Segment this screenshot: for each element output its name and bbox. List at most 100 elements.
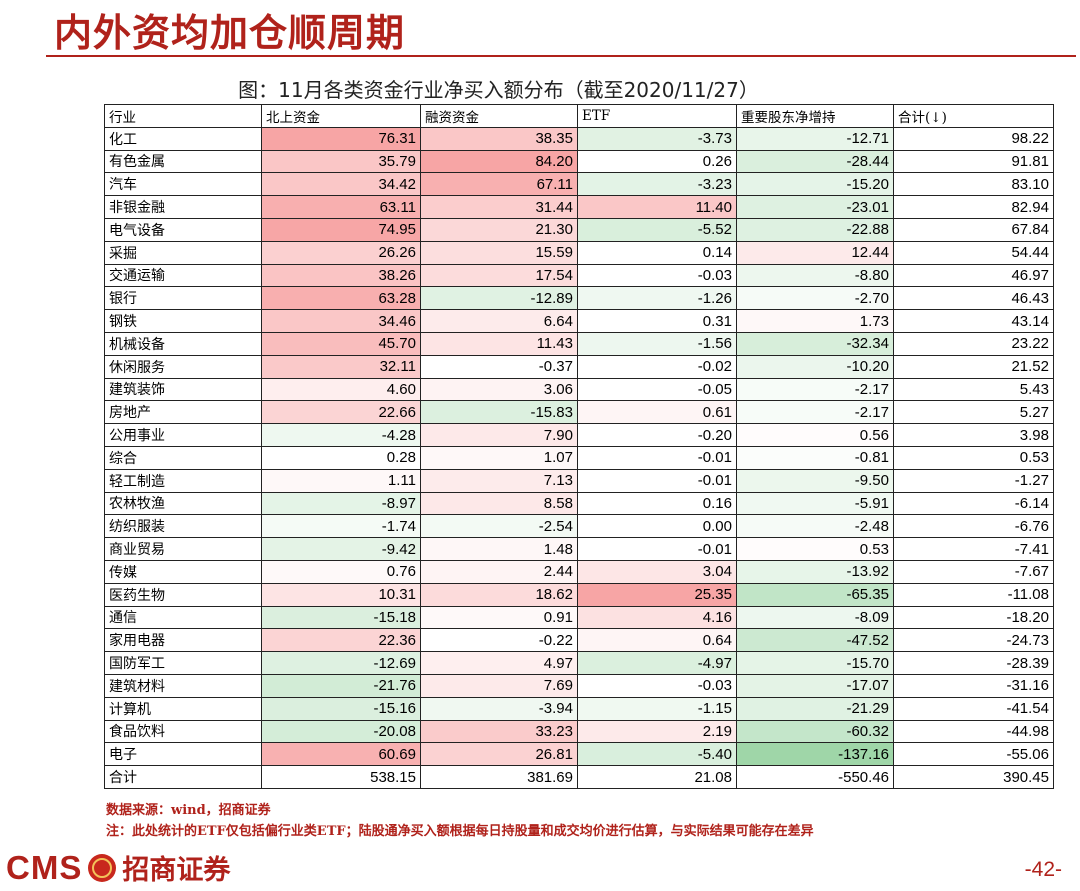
northbound-value-cell: -12.69 bbox=[261, 651, 421, 675]
margin-value-cell: -2.54 bbox=[420, 514, 578, 539]
table-row: 机械设备 45.70 11.43 -1.56 -32.34 23.22 bbox=[104, 331, 1054, 356]
margin-value-cell: 7.69 bbox=[420, 673, 578, 698]
table-row: 医药生物 10.31 18.62 25.35 -65.35 -11.08 bbox=[104, 582, 1054, 607]
northbound-value-cell: -15.16 bbox=[261, 696, 421, 721]
page-number: -42- bbox=[1024, 858, 1062, 881]
etf-value-cell: -0.01 bbox=[577, 468, 737, 493]
margin-value-cell: 6.64 bbox=[420, 309, 578, 333]
table-row: 房地产 22.66 -15.83 0.61 -2.17 5.27 bbox=[104, 400, 1054, 425]
industry-name-cell: 农林牧渔 bbox=[104, 491, 262, 516]
table-row: 商业贸易 -9.42 1.48 -0.01 0.53 -7.41 bbox=[104, 537, 1054, 561]
table-header-row: 行业 北上资金 融资资金 ETF 重要股东净增持 合计(↓) bbox=[104, 104, 1054, 128]
northbound-value-cell: 34.46 bbox=[261, 309, 421, 333]
industry-name-cell: 传媒 bbox=[104, 559, 262, 584]
etf-value-cell: -5.52 bbox=[577, 217, 737, 242]
shareholder-value-cell: -17.07 bbox=[736, 673, 894, 698]
total-value-cell: 83.10 bbox=[893, 172, 1054, 197]
table-row: 建筑材料 -21.76 7.69 -0.03 -17.07 -31.16 bbox=[104, 673, 1054, 698]
total-value-cell: 21.52 bbox=[893, 354, 1054, 379]
industry-name-cell: 电子 bbox=[104, 742, 262, 767]
etf-value-cell: -0.01 bbox=[577, 537, 737, 561]
northbound-value-cell: 0.28 bbox=[261, 445, 421, 470]
northbound-value-cell: -21.76 bbox=[261, 673, 421, 698]
northbound-value-cell: 22.66 bbox=[261, 400, 421, 425]
shareholder-value-cell: -0.81 bbox=[736, 445, 894, 470]
table-row: 电气设备 74.95 21.30 -5.52 -22.88 67.84 bbox=[104, 217, 1054, 242]
col-header-margin: 融资资金 bbox=[420, 104, 578, 128]
northbound-value-cell: -8.97 bbox=[261, 491, 421, 516]
shareholder-value-cell: -12.71 bbox=[736, 126, 894, 151]
title-divider bbox=[46, 55, 1076, 57]
etf-value-cell: -5.40 bbox=[577, 742, 737, 767]
table-row: 国防军工 -12.69 4.97 -4.97 -15.70 -28.39 bbox=[104, 651, 1054, 675]
table-row: 汽车 34.42 67.11 -3.23 -15.20 83.10 bbox=[104, 172, 1054, 197]
margin-value-cell: 4.97 bbox=[420, 651, 578, 675]
etf-value-cell: 25.35 bbox=[577, 582, 737, 607]
margin-value-cell: 0.91 bbox=[420, 605, 578, 630]
notes-block: 数据来源：wind，招商证券 注：此处统计的ETF仅包括偏行业类ETF；陆股通净… bbox=[106, 800, 814, 842]
table-row: 公用事业 -4.28 7.90 -0.20 0.56 3.98 bbox=[104, 423, 1054, 447]
table-row: 化工 76.31 38.35 -3.73 -12.71 98.22 bbox=[104, 126, 1054, 151]
net-buy-table: 行业 北上资金 融资资金 ETF 重要股东净增持 合计(↓) 化工 76.31 38… bbox=[104, 104, 1054, 789]
shareholder-value-cell: -2.48 bbox=[736, 514, 894, 539]
margin-value-cell: 17.54 bbox=[420, 263, 578, 288]
etf-value-cell: -0.03 bbox=[577, 673, 737, 698]
shareholder-value-cell: 0.56 bbox=[736, 423, 894, 447]
etf-value-cell: -0.20 bbox=[577, 423, 737, 447]
northbound-value-cell: 34.42 bbox=[261, 172, 421, 197]
col-header-etf: ETF bbox=[577, 104, 737, 128]
industry-name-cell: 有色金属 bbox=[104, 149, 262, 174]
brand-chinese-name: 招商证券 bbox=[122, 855, 231, 886]
etf-value-cell: 0.61 bbox=[577, 400, 737, 425]
shareholder-value-cell: -8.80 bbox=[736, 263, 894, 288]
industry-name-cell: 房地产 bbox=[104, 400, 262, 425]
margin-value-cell: -0.37 bbox=[420, 354, 578, 379]
margin-value-cell: 15.59 bbox=[420, 240, 578, 265]
margin-value-cell: 7.90 bbox=[420, 423, 578, 447]
northbound-value-cell: 35.79 bbox=[261, 149, 421, 174]
shareholder-value-cell: -23.01 bbox=[736, 195, 894, 219]
margin-value-cell: -12.89 bbox=[420, 286, 578, 311]
margin-value-cell: -15.83 bbox=[420, 400, 578, 425]
table-row: 电子 60.69 26.81 -5.40 -137.16 -55.06 bbox=[104, 742, 1054, 767]
northbound-value-cell: 4.60 bbox=[261, 377, 421, 402]
total-value-cell: 46.43 bbox=[893, 286, 1054, 311]
industry-name-cell: 非银金融 bbox=[104, 195, 262, 219]
margin-value-cell: 8.58 bbox=[420, 491, 578, 516]
total-value-cell: 390.45 bbox=[893, 765, 1054, 789]
data-source-note: 数据来源：wind，招商证券 bbox=[106, 803, 271, 818]
industry-name-cell: 通信 bbox=[104, 605, 262, 630]
northbound-value-cell: 45.70 bbox=[261, 331, 421, 356]
table-row: 食品饮料 -20.08 33.23 2.19 -60.32 -44.98 bbox=[104, 719, 1054, 744]
industry-name-cell: 机械设备 bbox=[104, 331, 262, 356]
margin-value-cell: 7.13 bbox=[420, 468, 578, 493]
etf-value-cell: -0.02 bbox=[577, 354, 737, 379]
total-value-cell: 82.94 bbox=[893, 195, 1054, 219]
northbound-value-cell: 60.69 bbox=[261, 742, 421, 767]
industry-name-cell: 银行 bbox=[104, 286, 262, 311]
northbound-value-cell: 63.28 bbox=[261, 286, 421, 311]
shareholder-value-cell: -47.52 bbox=[736, 628, 894, 653]
total-value-cell: -7.67 bbox=[893, 559, 1054, 584]
total-value-cell: 23.22 bbox=[893, 331, 1054, 356]
northbound-value-cell: 22.36 bbox=[261, 628, 421, 653]
northbound-value-cell: 26.26 bbox=[261, 240, 421, 265]
etf-value-cell: 21.08 bbox=[577, 765, 737, 789]
etf-value-cell: -4.97 bbox=[577, 651, 737, 675]
northbound-value-cell: 1.11 bbox=[261, 468, 421, 493]
total-value-cell: 0.53 bbox=[893, 445, 1054, 470]
industry-name-cell: 合计 bbox=[104, 765, 262, 789]
etf-value-cell: 3.04 bbox=[577, 559, 737, 584]
northbound-value-cell: -20.08 bbox=[261, 719, 421, 744]
table-row: 农林牧渔 -8.97 8.58 0.16 -5.91 -6.14 bbox=[104, 491, 1054, 516]
margin-value-cell: 26.81 bbox=[420, 742, 578, 767]
shareholder-value-cell: -137.16 bbox=[736, 742, 894, 767]
table-row: 轻工制造 1.11 7.13 -0.01 -9.50 -1.27 bbox=[104, 468, 1054, 493]
margin-value-cell: 33.23 bbox=[420, 719, 578, 744]
industry-name-cell: 化工 bbox=[104, 126, 262, 151]
table-row: 家用电器 22.36 -0.22 0.64 -47.52 -24.73 bbox=[104, 628, 1054, 653]
etf-value-cell: 0.16 bbox=[577, 491, 737, 516]
margin-value-cell: -3.94 bbox=[420, 696, 578, 721]
table-row: 综合 0.28 1.07 -0.01 -0.81 0.53 bbox=[104, 445, 1054, 470]
table-row: 通信 -15.18 0.91 4.16 -8.09 -18.20 bbox=[104, 605, 1054, 630]
